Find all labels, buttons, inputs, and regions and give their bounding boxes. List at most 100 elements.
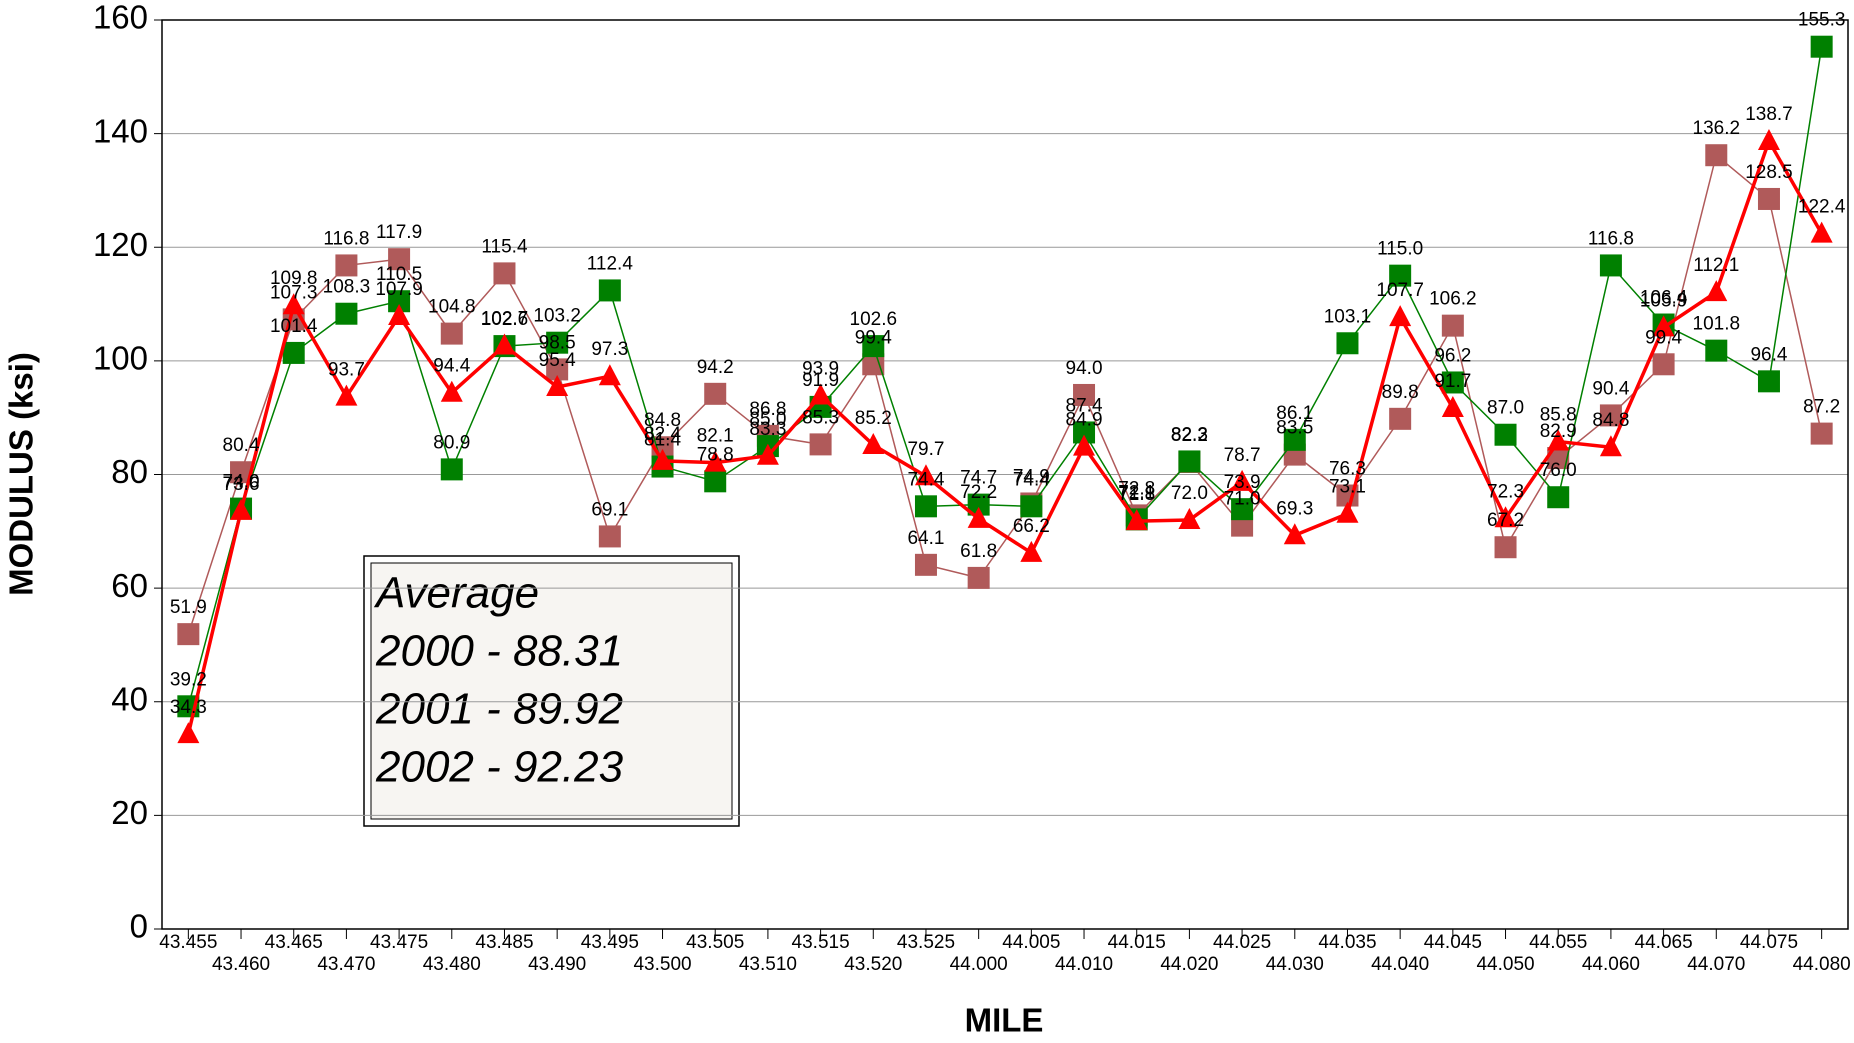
value-label: 74.4 xyxy=(907,469,944,490)
marker xyxy=(1441,396,1464,418)
marker xyxy=(809,383,832,405)
marker xyxy=(967,566,990,589)
value-label: 105.9 xyxy=(1640,290,1688,311)
marker xyxy=(282,293,305,315)
value-label: 93.9 xyxy=(802,359,839,380)
marker xyxy=(598,364,621,386)
marker xyxy=(967,506,990,528)
y-tick-label: 60 xyxy=(111,567,148,604)
x-tick-label: 43.505 xyxy=(686,932,744,953)
value-label: 82.9 xyxy=(1540,421,1577,442)
x-tick-label: 44.005 xyxy=(1002,932,1060,953)
value-label: 101.4 xyxy=(270,316,318,337)
value-label: 99.4 xyxy=(855,327,892,348)
marker xyxy=(546,358,569,381)
x-tick-label: 44.030 xyxy=(1266,954,1324,975)
marker xyxy=(756,443,779,465)
x-tick-label: 44.075 xyxy=(1740,932,1798,953)
marker xyxy=(546,375,569,397)
marker xyxy=(1441,371,1464,394)
value-label: 72.8 xyxy=(1118,478,1155,499)
value-label: 72.3 xyxy=(1487,481,1524,502)
value-label: 78.8 xyxy=(697,444,734,465)
marker xyxy=(1494,506,1517,528)
value-label: 112.4 xyxy=(587,253,634,274)
marker xyxy=(440,458,463,481)
value-label: 99.4 xyxy=(1645,327,1682,348)
x-tick-label: 43.490 xyxy=(528,954,586,975)
annotation-text: 2002 - 92.23 xyxy=(375,743,624,792)
marker xyxy=(914,553,937,576)
marker xyxy=(388,248,411,271)
x-tick-label: 44.000 xyxy=(950,954,1008,975)
y-tick-label: 140 xyxy=(93,112,148,149)
annotation-text: 2000 - 88.31 xyxy=(375,627,623,676)
value-label: 80.4 xyxy=(223,435,260,456)
value-label: 72.1 xyxy=(1118,482,1155,503)
value-label: 109.8 xyxy=(270,268,318,289)
marker xyxy=(1757,129,1780,151)
x-tick-label: 44.050 xyxy=(1476,954,1534,975)
marker xyxy=(546,331,569,354)
value-label: 71.8 xyxy=(1118,484,1155,505)
value-label: 74.0 xyxy=(223,472,260,493)
annotation-text: Average xyxy=(373,569,539,618)
marker xyxy=(1231,498,1254,521)
value-label: 117.9 xyxy=(376,222,422,243)
value-label: 84.9 xyxy=(1066,410,1103,431)
x-tick-label: 44.055 xyxy=(1529,932,1587,953)
value-label: 73.9 xyxy=(1224,472,1261,493)
value-label: 108.3 xyxy=(323,277,371,298)
value-label: 71.0 xyxy=(1224,489,1261,510)
marker xyxy=(1336,332,1359,355)
x-tick-label: 43.500 xyxy=(633,954,691,975)
marker xyxy=(598,525,621,548)
value-label: 85.8 xyxy=(1540,405,1577,426)
marker xyxy=(809,433,832,456)
value-label: 83.5 xyxy=(1276,418,1313,439)
value-label: 79.7 xyxy=(907,439,944,460)
plot-frame xyxy=(161,19,1849,930)
marker xyxy=(1020,540,1043,562)
value-label: 103.2 xyxy=(533,306,581,327)
value-label: 39.2 xyxy=(170,669,207,690)
marker xyxy=(1441,314,1464,337)
value-label: 116.8 xyxy=(1588,228,1634,249)
marker xyxy=(1599,435,1622,457)
value-label: 76.0 xyxy=(1540,460,1577,481)
marker xyxy=(704,450,727,472)
value-label: 97.3 xyxy=(591,339,628,360)
marker xyxy=(1705,339,1728,362)
marker xyxy=(230,461,253,484)
marker xyxy=(1547,429,1570,451)
value-label: 104.8 xyxy=(428,297,476,318)
value-label: 107.7 xyxy=(1376,280,1424,301)
marker xyxy=(967,493,990,516)
marker xyxy=(1389,264,1412,287)
value-label: 112.1 xyxy=(1693,255,1739,276)
marker xyxy=(282,341,305,364)
value-label: 73.1 xyxy=(1329,477,1366,498)
value-label: 72.0 xyxy=(1171,483,1208,504)
x-tick-label: 43.465 xyxy=(265,932,323,953)
marker xyxy=(1705,280,1728,302)
value-label: 102.6 xyxy=(850,309,898,330)
value-label: 87.4 xyxy=(1066,395,1103,416)
marker xyxy=(230,498,253,520)
series-line xyxy=(186,136,1824,735)
value-label: 61.8 xyxy=(960,541,997,562)
value-label: 155.3 xyxy=(1798,10,1846,31)
annotation-inner xyxy=(370,562,733,820)
value-label: 116.8 xyxy=(323,228,369,249)
value-label: 102.7 xyxy=(481,309,529,330)
value-label: 85.3 xyxy=(802,407,839,428)
value-label: 91.7 xyxy=(1434,371,1471,392)
value-label: 34.3 xyxy=(170,697,207,718)
marker xyxy=(440,322,463,345)
value-label: 84.8 xyxy=(1592,410,1629,431)
value-label: 82.4 xyxy=(644,424,681,445)
marker xyxy=(335,302,358,325)
marker xyxy=(1757,187,1780,210)
value-label: 78.7 xyxy=(1224,445,1261,466)
